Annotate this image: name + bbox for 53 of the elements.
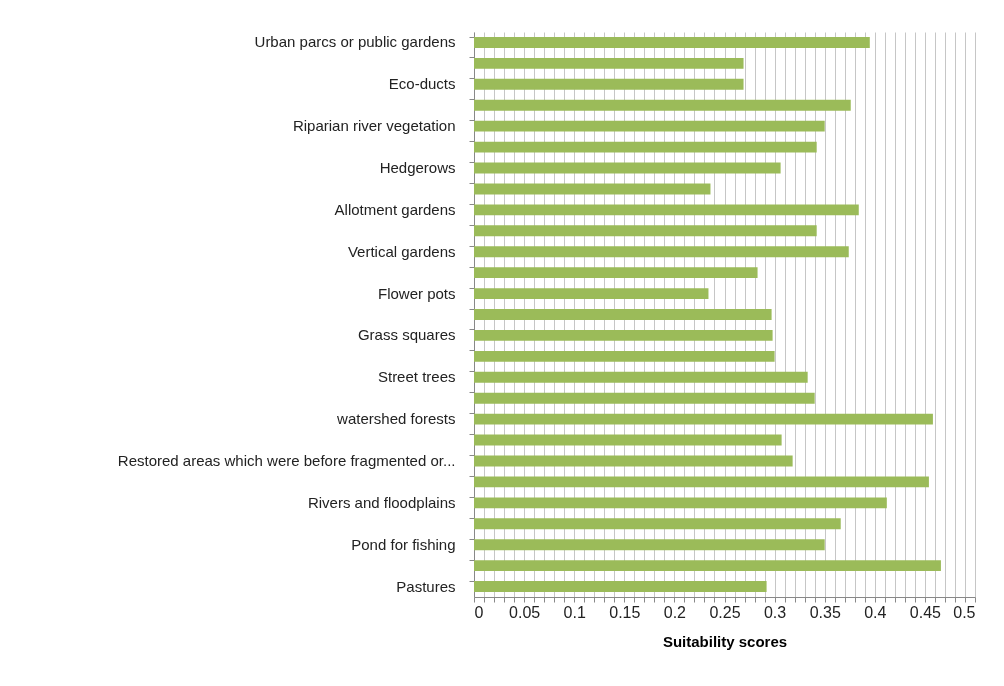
x-tick-label: 0.35	[809, 603, 841, 621]
x-axis-title: Suitability scores	[662, 632, 788, 650]
bar	[474, 476, 929, 488]
y-tick-label: Vertical gardens	[347, 242, 456, 260]
x-tick-label: 0	[474, 603, 484, 621]
bar	[474, 350, 775, 362]
x-tick-label: 0.3	[763, 603, 787, 621]
bar	[474, 37, 870, 48]
bar	[474, 371, 808, 383]
x-tick-label: 0.5	[953, 603, 976, 621]
y-tick-label: Restored areas which were before fragmented or...	[117, 451, 456, 469]
x-tick-label: 0.25	[709, 603, 741, 621]
y-tick-label: Street trees	[377, 368, 456, 386]
y-tick-label: Grass squares	[357, 326, 456, 344]
bar	[474, 225, 817, 237]
bar	[474, 329, 773, 341]
y-tick-label: Pond for fishing	[351, 535, 456, 553]
y-tick-label: Rivers and floodplains	[307, 493, 456, 511]
bar	[474, 246, 849, 258]
y-tick-label: Hedgerows	[379, 159, 456, 177]
bar	[474, 309, 772, 320]
y-tick-label: watershed forests	[336, 410, 456, 428]
bar	[474, 162, 781, 174]
y-tick-label: Urban parcs or public gardens	[254, 33, 456, 51]
x-tick-label: 0.1	[563, 603, 586, 621]
x-tick-label: 0.4	[864, 603, 887, 621]
bar	[474, 57, 744, 69]
bar	[474, 120, 825, 132]
bar	[474, 78, 744, 90]
bar	[474, 99, 851, 111]
bar	[474, 581, 767, 592]
x-tick-label: 0.05	[509, 603, 541, 621]
bar	[474, 539, 825, 551]
bar	[474, 141, 817, 153]
bar	[474, 267, 758, 279]
y-tick-label: Pastures	[396, 577, 456, 595]
y-tick-label: Allotment gardens	[334, 200, 456, 218]
bar	[474, 413, 933, 425]
bar	[474, 183, 711, 195]
x-tick-label: 0.15	[609, 603, 641, 621]
y-tick-label: Eco-ducts	[388, 75, 456, 93]
bar	[474, 518, 841, 530]
bar	[474, 497, 887, 509]
x-tick-label: 0.2	[663, 603, 687, 621]
y-tick-label: Flower pots	[377, 284, 456, 302]
bar	[474, 288, 709, 300]
x-tick-label: 0.45	[909, 603, 942, 621]
bar	[474, 560, 941, 572]
bar	[474, 392, 815, 404]
bar	[474, 204, 859, 216]
y-tick-label: Riparian river vegetation	[292, 117, 456, 135]
bar	[474, 455, 793, 467]
bar	[474, 434, 782, 446]
